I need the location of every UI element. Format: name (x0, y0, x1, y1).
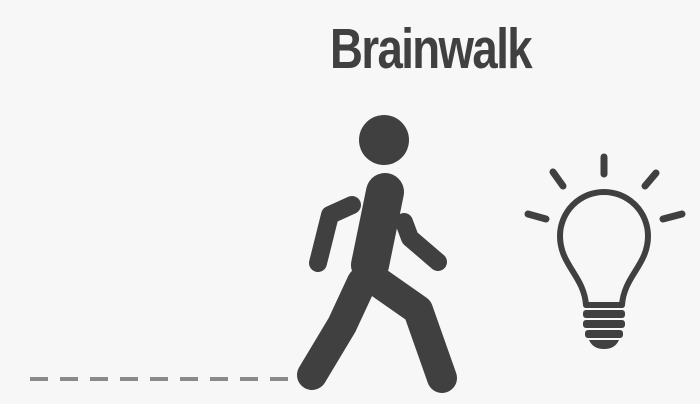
page-title: Brainwalk (330, 17, 533, 81)
walking-person-icon (297, 115, 457, 393)
lightbulb-idea-icon (524, 153, 686, 349)
